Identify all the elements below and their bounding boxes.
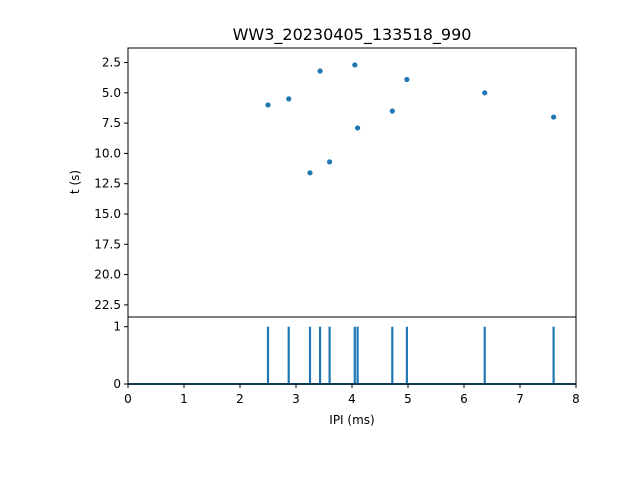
histogram-x-tick-label: 1 bbox=[180, 392, 188, 406]
scatter-y-tick-label: 22.5 bbox=[94, 298, 121, 312]
histogram-x-axis-label: IPI (ms) bbox=[329, 413, 374, 427]
scatter-y-tick-label: 2.5 bbox=[102, 56, 121, 70]
scatter-panel: 2.5 5.0 7.5 10.0 12.5 15.0 17.5 20.0 22.5 t (s) bbox=[68, 47, 577, 318]
histogram-y-ticks: 01 bbox=[113, 320, 128, 391]
histogram-x-tick-label: 8 bbox=[572, 392, 580, 406]
scatter-point bbox=[265, 102, 271, 108]
histogram-x-tick-label: 6 bbox=[460, 392, 468, 406]
scatter-point bbox=[482, 90, 488, 96]
histogram-x-tick-label: 3 bbox=[292, 392, 300, 406]
scatter-point bbox=[286, 96, 292, 102]
scatter-plot-frame bbox=[127, 47, 577, 318]
scatter-point bbox=[352, 62, 358, 68]
spike-train bbox=[128, 326, 576, 385]
scatter-points bbox=[265, 62, 557, 176]
histogram-plot-frame bbox=[127, 316, 577, 385]
scatter-y-axis-label: t (s) bbox=[68, 170, 82, 194]
scatter-y-tick-label: 17.5 bbox=[94, 237, 121, 251]
scatter-point bbox=[307, 170, 313, 176]
histogram-y-tick-label: 1 bbox=[113, 320, 121, 334]
histogram-y-tick-label: 0 bbox=[113, 377, 121, 391]
histogram-x-tick-label: 0 bbox=[124, 392, 132, 406]
scatter-point bbox=[404, 76, 410, 83]
scatter-point bbox=[355, 125, 361, 131]
chart-title: WW3_20230405_133518_990 bbox=[233, 25, 472, 45]
histogram-x-tick-label: 4 bbox=[348, 392, 356, 406]
scatter-y-tick-label: 20.0 bbox=[94, 268, 121, 282]
scatter-y-ticks: 2.5 5.0 7.5 10.0 12.5 15.0 17.5 20.0 22.5 bbox=[94, 56, 128, 312]
histogram-x-tick-label: 7 bbox=[516, 392, 524, 406]
scatter-y-tick-label: 15.0 bbox=[94, 207, 121, 221]
scatter-point bbox=[327, 159, 333, 165]
scatter-y-tick-label: 10.0 bbox=[94, 146, 121, 160]
scatter-y-tick-label: 7.5 bbox=[102, 116, 121, 130]
histogram-x-tick-label: 2 bbox=[236, 392, 244, 406]
histogram-x-ticks: 0 1 2 3 4 5 6 7 8 bbox=[124, 384, 580, 406]
scatter-y-tick-label: 5.0 bbox=[102, 86, 121, 100]
scatter-point bbox=[389, 108, 395, 114]
scatter-point bbox=[551, 114, 557, 120]
scatter-point bbox=[317, 68, 323, 74]
histogram-x-tick-label: 5 bbox=[404, 392, 412, 406]
scatter-y-tick-label: 12.5 bbox=[94, 177, 121, 191]
